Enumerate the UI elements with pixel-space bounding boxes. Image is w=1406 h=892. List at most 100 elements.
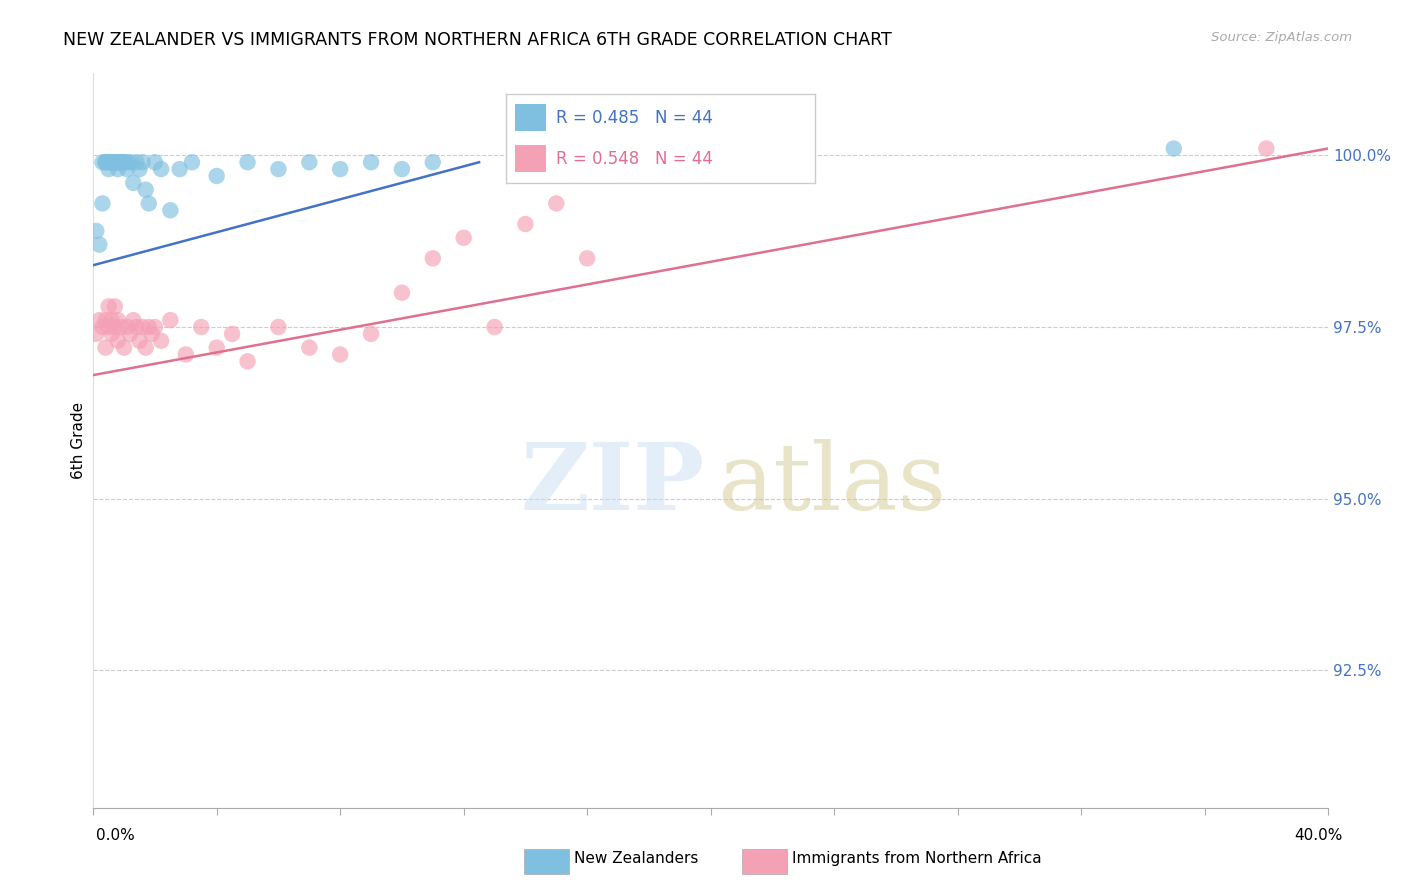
Point (97, 155, 120, 169)
Point (104, 155, 127, 169)
Text: NEW ZEALANDER VS IMMIGRANTS FROM NORTHERN AFRICA 6TH GRADE CORRELATION CHART: NEW ZEALANDER VS IMMIGRANTS FROM NORTHER… (63, 31, 891, 49)
Point (169, 162, 191, 177)
Point (115, 155, 138, 169)
Point (125, 155, 148, 169)
Point (122, 176, 145, 190)
Text: atlas: atlas (717, 440, 946, 529)
Point (391, 285, 413, 300)
Point (97, 155, 120, 169)
Point (1256, 141, 1278, 155)
Point (267, 320, 290, 334)
Y-axis label: 6th Grade: 6th Grade (72, 401, 86, 479)
Point (236, 155, 259, 169)
Point (1163, 141, 1185, 155)
Point (122, 313, 145, 327)
Point (107, 155, 129, 169)
Point (104, 155, 127, 169)
Point (110, 320, 132, 334)
Point (298, 155, 321, 169)
Point (221, 326, 243, 341)
Point (453, 231, 475, 245)
Point (84, 224, 107, 238)
Point (138, 320, 160, 334)
Point (110, 155, 132, 169)
Point (97, 320, 120, 334)
Point (159, 313, 181, 327)
Point (150, 162, 173, 177)
Point (115, 320, 138, 334)
Point (120, 326, 142, 341)
Point (100, 155, 122, 169)
Point (97, 300, 120, 314)
Point (120, 155, 142, 169)
Point (104, 300, 127, 314)
Point (141, 326, 163, 341)
Point (107, 313, 129, 327)
Point (84, 326, 107, 341)
Point (104, 320, 127, 334)
Point (97, 162, 120, 177)
Point (100, 155, 122, 169)
Point (150, 334, 173, 348)
Point (159, 203, 181, 218)
Text: R = 0.485   N = 44: R = 0.485 N = 44 (555, 109, 713, 127)
Point (128, 334, 150, 348)
Point (422, 252, 444, 266)
Point (125, 320, 148, 334)
Point (94, 341, 117, 355)
Point (107, 334, 129, 348)
Point (143, 155, 166, 169)
Point (576, 252, 599, 266)
Point (100, 326, 122, 341)
Point (329, 347, 352, 361)
Text: Source: ZipAtlas.com: Source: ZipAtlas.com (1212, 31, 1353, 45)
Point (131, 320, 153, 334)
Point (181, 155, 204, 169)
Point (360, 155, 382, 169)
Point (91, 320, 114, 334)
Point (110, 155, 132, 169)
Point (104, 155, 127, 169)
Point (94, 155, 117, 169)
Point (267, 162, 290, 177)
Point (205, 341, 228, 355)
Point (89, 313, 111, 327)
Text: New Zealanders: New Zealanders (574, 851, 697, 865)
Point (329, 162, 352, 177)
Point (360, 326, 382, 341)
Text: 0.0%: 0.0% (96, 828, 135, 843)
Text: Immigrants from Northern Africa: Immigrants from Northern Africa (792, 851, 1042, 865)
Text: R = 0.548   N = 44: R = 0.548 N = 44 (555, 150, 713, 168)
FancyBboxPatch shape (516, 145, 547, 172)
Point (91, 196, 114, 211)
FancyBboxPatch shape (516, 104, 547, 131)
Point (174, 347, 197, 361)
Point (94, 155, 117, 169)
Point (515, 217, 537, 231)
Point (190, 320, 212, 334)
Point (546, 196, 568, 211)
Point (107, 162, 129, 177)
Text: ZIP: ZIP (520, 440, 704, 529)
Point (91, 155, 114, 169)
Text: 40.0%: 40.0% (1295, 828, 1343, 843)
Point (422, 155, 444, 169)
Point (135, 341, 157, 355)
Point (128, 162, 150, 177)
Point (94, 313, 117, 327)
Point (112, 155, 135, 169)
Point (205, 169, 228, 183)
Point (100, 313, 122, 327)
Point (89, 237, 111, 252)
Point (112, 155, 135, 169)
Point (143, 320, 166, 334)
Point (484, 320, 506, 334)
Point (131, 155, 153, 169)
Point (391, 162, 413, 177)
Point (138, 196, 160, 211)
Point (298, 341, 321, 355)
Point (112, 341, 135, 355)
Point (135, 183, 157, 197)
Point (115, 162, 138, 177)
Point (236, 354, 259, 368)
